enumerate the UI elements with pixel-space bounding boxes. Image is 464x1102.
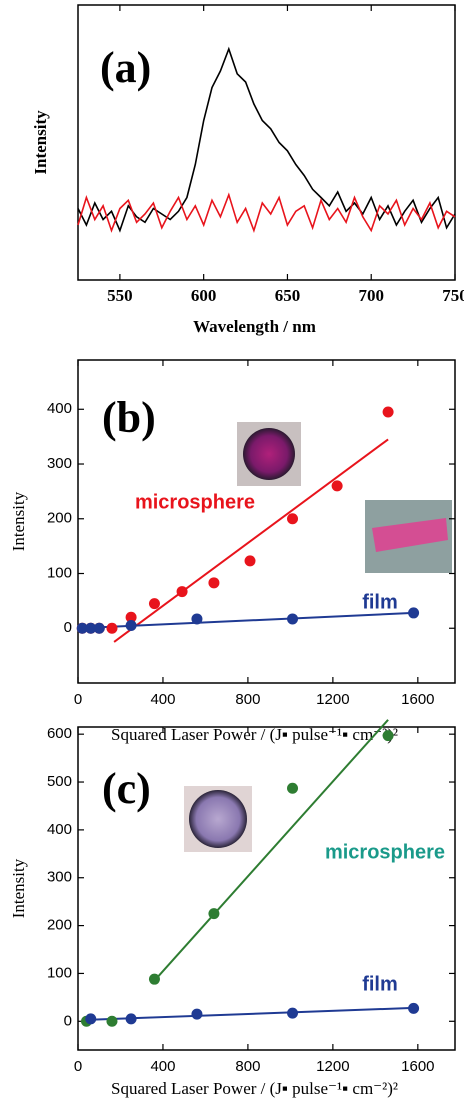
data-point [149, 974, 160, 985]
data-point [106, 1016, 117, 1027]
x-tick-label: 0 [74, 691, 82, 708]
y-tick-label: 200 [47, 510, 72, 527]
data-point [408, 1003, 419, 1014]
x-tick-label: 600 [191, 286, 217, 305]
x-tick-label: 800 [235, 1058, 260, 1075]
data-point [245, 555, 256, 566]
x-tick-label: 400 [150, 691, 175, 708]
data-point [85, 1013, 96, 1024]
x-tick-label: 800 [235, 691, 260, 708]
y-tick-label: 400 [47, 821, 72, 838]
data-point [287, 513, 298, 524]
panel-label: (c) [102, 764, 151, 813]
data-point [191, 1009, 202, 1020]
x-tick-label: 750 [442, 286, 464, 305]
panel-label: (a) [100, 43, 151, 92]
x-axis-label: Squared Laser Power / (J▪ pulse⁻¹▪ cm⁻²)… [111, 1079, 398, 1098]
data-point [208, 577, 219, 588]
data-point [126, 1013, 137, 1024]
series-label: film [362, 591, 398, 613]
y-tick-label: 300 [47, 455, 72, 472]
panel-label: (b) [102, 393, 156, 442]
y-tick-label: 0 [64, 619, 72, 636]
data-point [191, 613, 202, 624]
x-axis-label: Squared Laser Power / (J▪ pulse⁻¹▪ cm⁻²)… [111, 725, 398, 744]
x-tick-label: 0 [74, 1058, 82, 1075]
y-axis-label: Intensity [9, 858, 28, 918]
y-tick-label: 500 [47, 773, 72, 790]
data-point [383, 730, 394, 741]
data-point [287, 783, 298, 794]
x-tick-label: 1600 [401, 691, 434, 708]
y-tick-label: 100 [47, 564, 72, 581]
data-point [287, 613, 298, 624]
y-tick-label: 200 [47, 917, 72, 934]
inset-photo [184, 422, 452, 852]
x-axis-label: Wavelength / nm [193, 317, 316, 336]
data-point [383, 407, 394, 418]
x-tick-label: 550 [107, 286, 133, 305]
series-label: microsphere [325, 841, 445, 863]
y-tick-label: 600 [47, 725, 72, 742]
data-point [408, 607, 419, 618]
x-tick-label: 1200 [316, 691, 349, 708]
x-tick-label: 700 [358, 286, 384, 305]
y-tick-label: 0 [64, 1012, 72, 1029]
figure: 550 600 650 700 750 Wavelength / nm Intensity (… [0, 0, 464, 1102]
data-point [126, 620, 137, 631]
y-axis-label: Intensity [31, 110, 50, 175]
data-point [106, 623, 117, 634]
x-tick-label: 650 [275, 286, 301, 305]
y-tick-label: 400 [47, 400, 72, 417]
y-tick-label: 300 [47, 869, 72, 886]
data-point [287, 1008, 298, 1019]
data-point [208, 908, 219, 919]
data-point [94, 623, 105, 634]
x-tick-label: 400 [150, 1058, 175, 1075]
data-point [149, 598, 160, 609]
data-point [177, 586, 188, 597]
data-line [78, 195, 455, 231]
y-tick-label: 100 [47, 964, 72, 981]
series-label: film [362, 973, 398, 995]
series-label: microsphere [135, 491, 255, 513]
y-axis-label: Intensity [9, 491, 28, 551]
x-tick-label: 1600 [401, 1058, 434, 1075]
x-tick-label: 1200 [316, 1058, 349, 1075]
data-point [332, 480, 343, 491]
